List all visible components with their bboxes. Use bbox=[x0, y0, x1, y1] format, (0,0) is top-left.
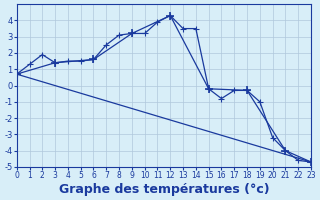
X-axis label: Graphe des températures (°c): Graphe des températures (°c) bbox=[59, 183, 269, 196]
